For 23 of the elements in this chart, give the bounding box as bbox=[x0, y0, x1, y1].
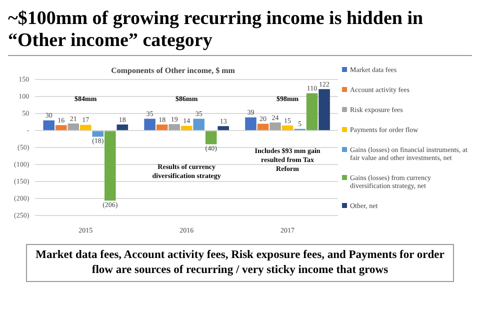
bar bbox=[144, 118, 156, 130]
bar bbox=[55, 125, 67, 130]
bar bbox=[43, 120, 54, 130]
bar bbox=[193, 118, 204, 130]
bar bbox=[205, 131, 217, 144]
bar bbox=[92, 131, 104, 137]
bar bbox=[218, 126, 229, 130]
bar bbox=[156, 124, 168, 130]
bar bbox=[245, 117, 256, 130]
bar bbox=[257, 124, 269, 130]
bar bbox=[168, 124, 180, 130]
bar bbox=[104, 131, 116, 201]
bar bbox=[116, 124, 128, 130]
bar bbox=[180, 126, 192, 130]
bar bbox=[306, 93, 318, 130]
bar bbox=[270, 122, 281, 130]
bar bbox=[68, 123, 80, 130]
chart-title: ~$100mm of growing recurring income is hidden in “Other income” category bbox=[8, 8, 472, 56]
text: Market data fees, Account activity fees, Risk exposure fees, and Payments for order flow are sources of recurring / very sticky income that grows bbox=[26, 244, 454, 282]
bar bbox=[318, 89, 330, 130]
bar bbox=[282, 126, 294, 130]
chart-subtitle: Components of Other income, $ mm bbox=[111, 66, 236, 75]
bar bbox=[80, 124, 92, 130]
